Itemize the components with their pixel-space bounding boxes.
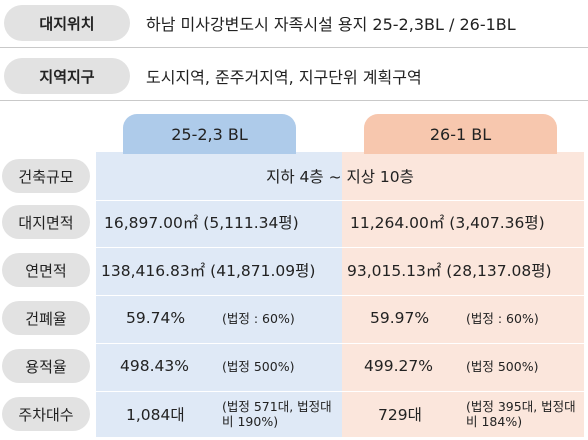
table-row-floors: 건축규모 지하 4층 ~ 지상 10층 [0,152,588,200]
coverage-25: 59.74% [126,309,186,327]
row-divider [96,391,584,392]
gross-area-25: 138,416.83㎡ (41,871.09평) [101,262,316,280]
site-area-25: 16,897.00㎡ (5,111.34평) [104,214,299,232]
row-label: 주차대수 [2,397,90,431]
parking-25-note: (법정 571대, 법정대비 190%) [222,399,332,429]
row-divider [96,247,584,248]
row-label: 연면적 [2,253,90,287]
far-25-note: (법정 500%) [222,358,295,374]
floors-value: 지하 4층 ~ 지상 10층 [266,168,414,186]
column-header-25: 25-2,3 BL [123,114,296,154]
site-location-value: 하남 미사강변도시 자족시설 용지 25-2,3BL / 26-1BL [146,15,516,34]
column-26-bg [342,152,584,437]
parking-26: 729대 [378,406,422,424]
row-divider [96,295,584,296]
divider [0,100,588,101]
coverage-26: 59.97% [370,309,430,327]
row-divider [96,200,584,201]
divider [0,47,588,48]
row-label: 건축규모 [2,159,90,193]
zoning-value: 도시지역, 준주거지역, 지구단위 계획구역 [146,68,422,87]
site-area-26: 11,264.00㎡ (3,407.36평) [350,214,545,232]
far-25: 498.43% [120,357,189,375]
table-row-coverage: 건폐율 59.74% (법정 : 60%) 59.97% (법정 : 60%) [0,294,588,342]
far-26: 499.27% [364,357,433,375]
parking-25: 1,084대 [126,406,185,424]
table-row-gross-area: 연면적 138,416.83㎡ (41,871.09평) 93,015.13㎡ … [0,246,588,294]
zoning-label: 지역지구 [4,58,130,94]
gross-area-26: 93,015.13㎡ (28,137.08평) [347,262,552,280]
row-label: 대지면적 [2,205,90,239]
row-label: 건폐율 [2,301,90,335]
table-row-parking: 주차대수 1,084대 (법정 571대, 법정대비 190%) 729대 (법… [0,390,588,438]
coverage-26-note: (법정 : 60%) [466,310,539,326]
table-row-far: 용적율 498.43% (법정 500%) 499.27% (법정 500%) [0,342,588,390]
table-row-site-area: 대지면적 16,897.00㎡ (5,111.34평) 11,264.00㎡ (… [0,198,588,246]
column-25-bg [96,152,342,437]
row-divider [96,343,584,344]
coverage-25-note: (법정 : 60%) [222,310,295,326]
parking-26-note: (법정 395대, 법정대비 184%) [466,399,576,429]
site-location-label: 대지위치 [4,5,130,41]
far-26-note: (법정 500%) [466,358,539,374]
column-header-26: 26-1 BL [364,114,557,154]
row-label: 용적율 [2,349,90,383]
